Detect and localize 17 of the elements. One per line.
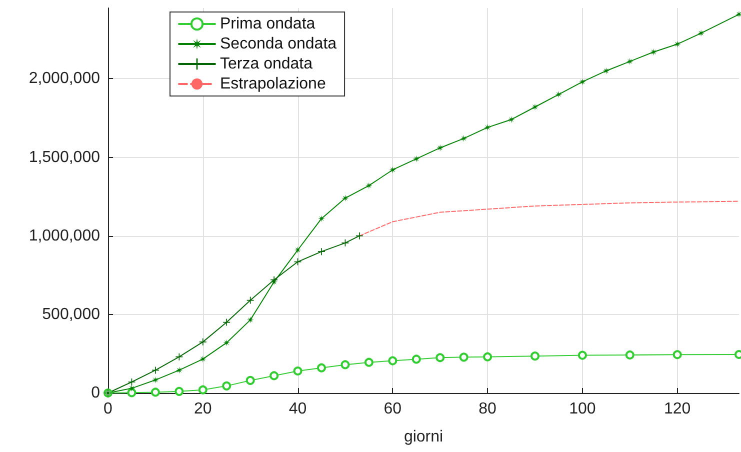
y-tick-label: 0 — [91, 384, 100, 402]
x-tick-label: 0 — [104, 400, 113, 418]
y-tick-label: 1,000,000 — [28, 227, 100, 244]
x-axis-title: giorni — [404, 428, 444, 446]
y-tick-label: 2,000,000 — [28, 70, 100, 88]
x-tick-label: 120 — [664, 400, 691, 418]
x-tick-label: 100 — [569, 400, 596, 418]
y-tick-label: 500,000 — [42, 306, 100, 323]
legend-label: Seconda ondata — [220, 36, 337, 52]
legend-label: Prima ondata — [220, 16, 316, 32]
x-tick-label: 80 — [478, 400, 497, 418]
x-tick-label: 20 — [194, 400, 212, 418]
legend-label: Terza ondata — [220, 56, 313, 72]
legend-label: Estrapolazione — [220, 76, 326, 92]
x-tick-label: 60 — [384, 400, 402, 418]
y-tick-label: 1,500,000 — [28, 148, 100, 166]
x-tick-label: 40 — [288, 400, 307, 418]
